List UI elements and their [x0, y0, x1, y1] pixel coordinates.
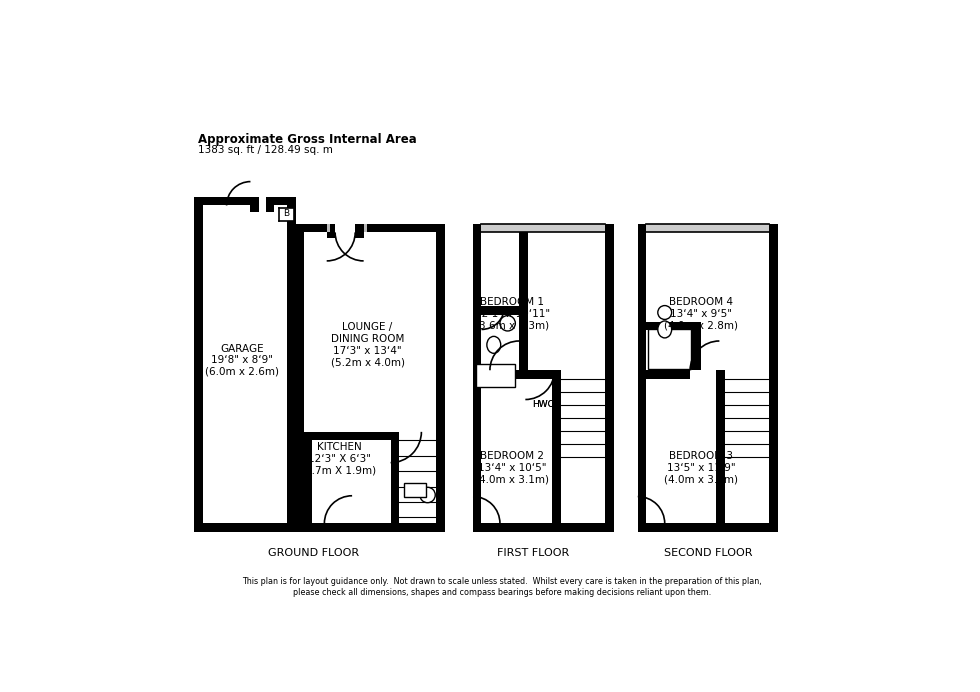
Bar: [355, 224, 364, 238]
Bar: [296, 224, 305, 532]
Text: BEDROOM 3
13‘5" x 11‘9"
(4.0m x 3.5m): BEDROOM 3 13‘5" x 11‘9" (4.0m x 3.5m): [663, 451, 738, 484]
Bar: [405, 484, 426, 498]
Bar: [648, 329, 691, 369]
Text: SECOND FLOOR: SECOND FLOOR: [664, 548, 753, 558]
Ellipse shape: [487, 336, 501, 354]
Bar: [646, 322, 693, 330]
Ellipse shape: [658, 321, 671, 338]
Circle shape: [500, 316, 515, 331]
Text: BEDROOM 1
12‘1" x 10‘11"
(3.6m x 3.3m): BEDROOM 1 12‘1" x 10‘11" (3.6m x 3.3m): [474, 298, 550, 331]
Bar: [391, 432, 399, 532]
Bar: [519, 307, 527, 370]
Bar: [525, 370, 553, 379]
Bar: [305, 523, 436, 532]
Text: BEDROOM 4
13‘4" x 9‘5"
(4.0m x 2.8m): BEDROOM 4 13‘4" x 9‘5" (4.0m x 2.8m): [663, 298, 738, 331]
Bar: [476, 364, 514, 388]
Bar: [296, 523, 321, 532]
Bar: [646, 224, 769, 233]
Bar: [606, 224, 613, 532]
Bar: [473, 307, 527, 315]
Bar: [274, 197, 296, 206]
Bar: [352, 523, 399, 532]
Text: GROUND FLOOR: GROUND FLOOR: [269, 548, 359, 558]
Bar: [481, 307, 527, 315]
Bar: [364, 224, 367, 233]
Text: LOUNGE /
DINING ROOM
17‘3" x 13‘4"
(5.2m x 4.0m): LOUNGE / DINING ROOM 17‘3" x 13‘4" (5.2m…: [330, 322, 405, 367]
Bar: [296, 224, 326, 233]
Circle shape: [658, 306, 671, 320]
Text: HWC: HWC: [532, 401, 554, 410]
Text: HWC: HWC: [532, 401, 554, 410]
Bar: [251, 197, 259, 212]
Bar: [638, 370, 690, 379]
Bar: [266, 197, 274, 212]
Bar: [194, 197, 203, 532]
Bar: [481, 224, 606, 233]
Bar: [304, 432, 312, 532]
Text: This plan is for layout guidance only.  Not drawn to scale unless stated.  Whils: This plan is for layout guidance only. N…: [242, 578, 762, 587]
Bar: [519, 233, 527, 370]
Text: KITCHEN
12‘3" X 6‘3"
(3.7m X 1.9m): KITCHEN 12‘3" X 6‘3" (3.7m X 1.9m): [302, 442, 376, 475]
Bar: [326, 224, 335, 238]
Bar: [553, 370, 561, 532]
Bar: [326, 224, 330, 233]
Bar: [638, 224, 646, 532]
Bar: [364, 224, 445, 233]
Bar: [279, 208, 294, 221]
Bar: [194, 523, 296, 532]
Bar: [473, 523, 613, 532]
Bar: [304, 523, 324, 532]
Bar: [287, 206, 296, 523]
Bar: [769, 224, 778, 532]
Circle shape: [419, 487, 435, 502]
Bar: [716, 370, 725, 532]
Text: Approximate Gross Internal Area: Approximate Gross Internal Area: [198, 133, 416, 146]
Bar: [638, 523, 778, 532]
Text: 1383 sq. ft / 128.49 sq. m: 1383 sq. ft / 128.49 sq. m: [198, 145, 333, 155]
Text: B: B: [283, 210, 290, 219]
Text: FIRST FLOOR: FIRST FLOOR: [497, 548, 569, 558]
Bar: [436, 224, 445, 532]
Bar: [304, 432, 391, 440]
Bar: [638, 224, 778, 233]
Text: please check all dimensions, shapes and compass bearings before making decisions: please check all dimensions, shapes and …: [293, 588, 711, 597]
Bar: [194, 197, 251, 206]
Bar: [716, 370, 719, 379]
Text: BEDROOM 2
13‘4" x 10‘5"
(4.0m x 3.1m): BEDROOM 2 13‘4" x 10‘5" (4.0m x 3.1m): [475, 451, 549, 484]
Bar: [473, 224, 481, 532]
Bar: [391, 432, 399, 532]
Bar: [473, 224, 613, 233]
Bar: [693, 322, 701, 370]
Text: GARAGE
19‘8" x 8‘9"
(6.0m x 2.6m): GARAGE 19‘8" x 8‘9" (6.0m x 2.6m): [205, 344, 279, 377]
Bar: [473, 370, 525, 379]
